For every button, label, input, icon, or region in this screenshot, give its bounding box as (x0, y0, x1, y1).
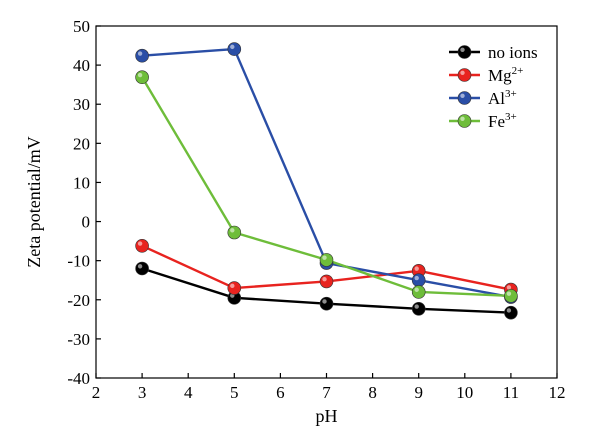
y-tick-label: -20 (67, 291, 90, 310)
x-tick-label: 7 (322, 383, 331, 402)
data-point (504, 289, 518, 303)
x-tick-label: 3 (138, 383, 147, 402)
data-point (135, 48, 149, 63)
y-tick-label: 30 (73, 95, 90, 114)
y-tick-label: 10 (73, 173, 90, 192)
legend-marker (457, 45, 472, 59)
data-point (319, 253, 334, 267)
legend: no ions Mg2+ Al3+ Fe3+ (449, 43, 538, 131)
y-tick-label: 40 (73, 56, 90, 75)
data-point (227, 225, 242, 240)
data-point-highlight (506, 291, 512, 296)
y-tick-label: -10 (67, 252, 90, 271)
x-tick-label: 11 (503, 383, 519, 402)
x-tick-label: 9 (414, 383, 423, 402)
data-point-highlight (137, 264, 143, 269)
legend-label: Al3+ (488, 88, 517, 108)
data-point (135, 261, 149, 276)
data-point-highlight (414, 275, 419, 281)
data-point (411, 285, 426, 299)
y-tick-label: 0 (82, 213, 91, 232)
legend-marker (457, 68, 472, 82)
data-point-highlight (322, 299, 327, 304)
legend-marker (457, 114, 472, 128)
x-tick-label: 5 (230, 383, 239, 402)
legend-label: no ions (488, 43, 538, 62)
series-points-layer (135, 42, 518, 320)
legend-marker-highlight (460, 93, 465, 99)
data-point-highlight (414, 266, 419, 271)
x-tick-label: 2 (92, 383, 101, 402)
data-point-highlight (137, 241, 143, 246)
legend-marker-highlight (460, 70, 465, 76)
axis-ticks-layer: 2 3 4 5 6 7 8 9 10 11 12 -40 -30 -20 -10 0 10 20 30 40 50 (67, 17, 565, 402)
data-point-highlight (414, 287, 419, 292)
data-point (319, 296, 334, 311)
legend-marker (457, 91, 472, 105)
data-point (411, 301, 426, 316)
data-point (411, 273, 426, 288)
data-point-highlight (137, 72, 143, 78)
y-tick-label: -30 (67, 330, 90, 349)
y-tick-label: -40 (67, 369, 90, 388)
data-point-highlight (137, 51, 143, 56)
data-point (227, 42, 242, 56)
data-point-highlight (414, 304, 419, 309)
x-tick-label: 10 (456, 383, 473, 402)
x-tick-label: 6 (276, 383, 285, 402)
data-point-highlight (230, 283, 235, 289)
data-point-highlight (322, 276, 327, 282)
data-point (227, 281, 242, 295)
data-point-highlight (322, 255, 327, 260)
data-point-highlight (230, 44, 235, 50)
legend-marker-highlight (460, 116, 465, 122)
data-point (135, 239, 149, 253)
series-lines-layer (141, 47, 512, 314)
x-tick-label: 12 (549, 383, 566, 402)
y-tick-label: 20 (73, 134, 90, 153)
data-point (319, 274, 334, 289)
data-point-highlight (230, 228, 235, 233)
x-tick-label: 4 (184, 383, 193, 402)
legend-marker-highlight (460, 47, 465, 52)
data-point-highlight (506, 285, 512, 290)
legend-label: Fe3+ (488, 111, 517, 131)
data-point (504, 305, 518, 320)
data-point-highlight (506, 308, 512, 313)
x-axis-title: pH (316, 406, 338, 426)
x-tick-label: 8 (368, 383, 377, 402)
y-axis-title: Zeta potential/mV (24, 136, 44, 267)
data-point (135, 70, 149, 85)
y-tick-label: 50 (73, 17, 90, 36)
legend-label: Mg2+ (488, 65, 523, 85)
